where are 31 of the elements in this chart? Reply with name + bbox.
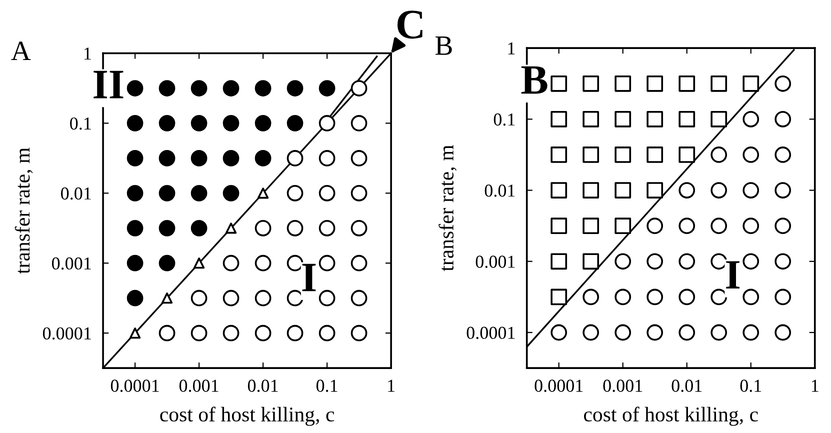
y-tick-label: 0.0001: [466, 326, 515, 340]
x-tick-label: 1: [812, 380, 818, 392]
y-tick-label: 0.0001: [42, 327, 91, 340]
y-tick-label: 1: [84, 48, 91, 60]
annotation: I: [302, 264, 316, 292]
x-tick-label: 0.01: [248, 380, 278, 392]
annotation: B: [521, 66, 548, 94]
y-tick-label: 0.1: [70, 117, 91, 130]
x-tick-label: 0.01: [672, 380, 702, 392]
x-tick-label: 0.001: [179, 380, 218, 392]
x-tick-label: 1: [388, 380, 394, 392]
annotation: I: [726, 261, 740, 288]
x-tick-label: 0.1: [740, 380, 762, 392]
y-tick-label: 1: [508, 42, 515, 54]
x-tick-label: 0.001: [603, 380, 642, 392]
y-tick-label: 0.001: [52, 257, 91, 270]
y-axis-title: transfer rate, m: [438, 145, 457, 272]
y-tick-label: 0.01: [61, 187, 91, 200]
y-tick-label: 0.01: [484, 184, 515, 197]
chart-title: A: [11, 42, 31, 60]
y-tick-label: 0.001: [476, 256, 515, 268]
x-tick-label: 0.0001: [534, 380, 583, 392]
x-axis-title: cost of host killing, c: [160, 406, 334, 426]
chart-title: B: [435, 36, 452, 55]
x-tick-label: 0.1: [316, 380, 338, 392]
x-axis-title: cost of host killing, c: [584, 406, 758, 426]
x-tick-label: 0.0001: [110, 380, 159, 392]
y-axis-title: transfer rate, m: [14, 148, 33, 274]
text: C: [398, 10, 422, 39]
annotation: II: [94, 70, 124, 98]
y-tick-label: 0.1: [494, 113, 515, 126]
